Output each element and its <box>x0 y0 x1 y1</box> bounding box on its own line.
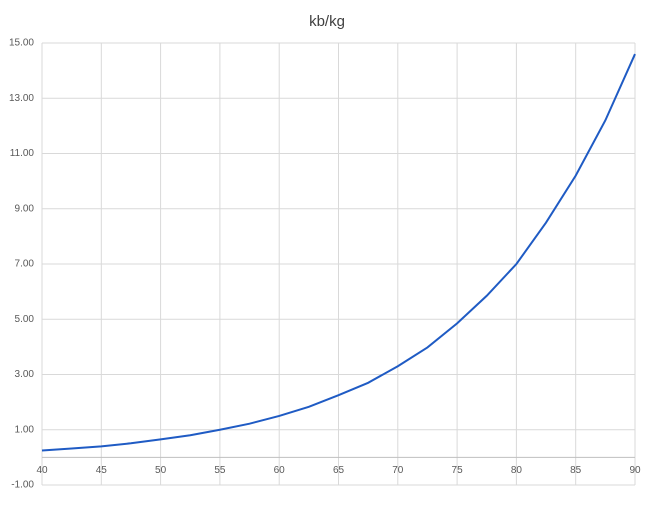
x-tick-label: 80 <box>511 465 523 476</box>
y-tick-label: 5.00 <box>15 314 35 325</box>
x-tick-label: 60 <box>274 465 286 476</box>
y-tick-label: 7.00 <box>15 259 35 270</box>
x-tick-label: 55 <box>214 465 226 476</box>
chart-title: kb/kg <box>309 13 345 30</box>
x-tick-label: 45 <box>96 465 108 476</box>
x-tick-label: 70 <box>392 465 404 476</box>
x-tick-label: 85 <box>570 465 582 476</box>
x-tick-label: 40 <box>36 465 48 476</box>
x-tick-label: 65 <box>333 465 345 476</box>
y-tick-label: -1.00 <box>11 480 34 491</box>
x-tick-label: 90 <box>629 465 641 476</box>
line <box>41 53 636 452</box>
x-tick-label: 50 <box>155 465 167 476</box>
y-tick-label: 15.00 <box>9 38 34 49</box>
y-tick-label: 1.00 <box>15 424 35 435</box>
y-tick-label: 11.00 <box>10 148 35 159</box>
y-tick-label: 9.00 <box>15 203 35 214</box>
x-tick-label: 75 <box>452 465 464 476</box>
y-tick-label: 3.00 <box>15 369 35 380</box>
y-tick-label: 13.00 <box>9 93 34 104</box>
